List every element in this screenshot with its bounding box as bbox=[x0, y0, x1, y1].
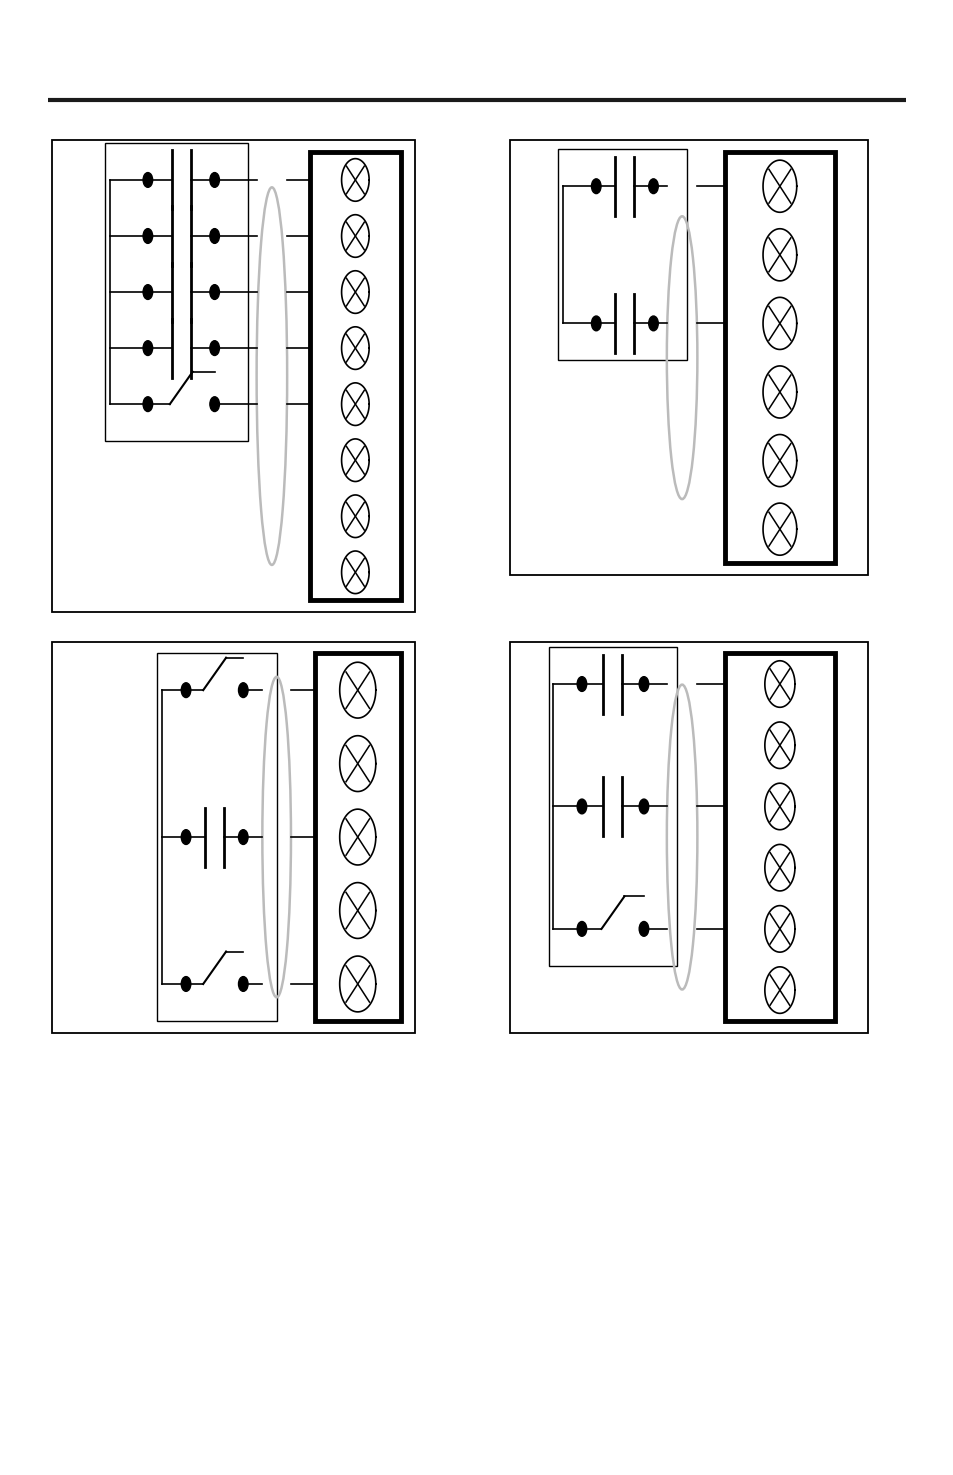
Circle shape bbox=[143, 285, 152, 299]
Circle shape bbox=[639, 677, 648, 692]
Circle shape bbox=[210, 285, 219, 299]
Polygon shape bbox=[341, 440, 369, 481]
Polygon shape bbox=[341, 215, 369, 257]
Polygon shape bbox=[762, 503, 796, 555]
Polygon shape bbox=[339, 882, 375, 938]
Bar bbox=[724, 653, 834, 1021]
Circle shape bbox=[181, 829, 191, 844]
Circle shape bbox=[181, 683, 191, 698]
Polygon shape bbox=[764, 844, 794, 891]
Circle shape bbox=[143, 341, 152, 355]
Polygon shape bbox=[762, 229, 796, 280]
Circle shape bbox=[210, 397, 219, 412]
Circle shape bbox=[591, 316, 600, 330]
Circle shape bbox=[181, 976, 191, 991]
Circle shape bbox=[238, 683, 248, 698]
Circle shape bbox=[238, 976, 248, 991]
Circle shape bbox=[210, 341, 219, 355]
Polygon shape bbox=[341, 327, 369, 369]
Polygon shape bbox=[762, 366, 796, 417]
Polygon shape bbox=[764, 966, 794, 1013]
Polygon shape bbox=[762, 161, 796, 212]
Polygon shape bbox=[339, 810, 375, 864]
Bar bbox=[510, 642, 867, 1032]
Polygon shape bbox=[339, 662, 375, 718]
Bar bbox=[314, 653, 400, 1021]
Bar bbox=[310, 152, 400, 600]
Circle shape bbox=[639, 799, 648, 814]
Circle shape bbox=[577, 922, 586, 937]
Bar bbox=[105, 143, 248, 441]
Bar bbox=[157, 653, 276, 1021]
Circle shape bbox=[210, 229, 219, 243]
Circle shape bbox=[210, 173, 219, 187]
Polygon shape bbox=[341, 384, 369, 425]
Polygon shape bbox=[339, 956, 375, 1012]
Polygon shape bbox=[341, 552, 369, 593]
Circle shape bbox=[648, 178, 658, 193]
Bar bbox=[724, 152, 834, 563]
Circle shape bbox=[143, 397, 152, 412]
Polygon shape bbox=[341, 159, 369, 201]
Polygon shape bbox=[762, 298, 796, 350]
Circle shape bbox=[648, 316, 658, 330]
Circle shape bbox=[238, 829, 248, 844]
Bar bbox=[510, 140, 867, 575]
Polygon shape bbox=[764, 783, 794, 830]
Polygon shape bbox=[762, 435, 796, 487]
Bar bbox=[52, 642, 415, 1032]
Polygon shape bbox=[764, 721, 794, 768]
Bar bbox=[52, 140, 415, 612]
Bar bbox=[548, 648, 677, 966]
Polygon shape bbox=[341, 271, 369, 313]
Bar bbox=[558, 149, 686, 360]
Circle shape bbox=[143, 229, 152, 243]
Polygon shape bbox=[764, 661, 794, 708]
Circle shape bbox=[143, 173, 152, 187]
Circle shape bbox=[577, 677, 586, 692]
Circle shape bbox=[591, 178, 600, 193]
Polygon shape bbox=[339, 736, 375, 792]
Polygon shape bbox=[764, 906, 794, 953]
Circle shape bbox=[639, 922, 648, 937]
Circle shape bbox=[577, 799, 586, 814]
Polygon shape bbox=[341, 496, 369, 537]
